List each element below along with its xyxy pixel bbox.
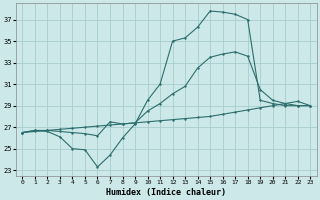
X-axis label: Humidex (Indice chaleur): Humidex (Indice chaleur) (106, 188, 226, 197)
